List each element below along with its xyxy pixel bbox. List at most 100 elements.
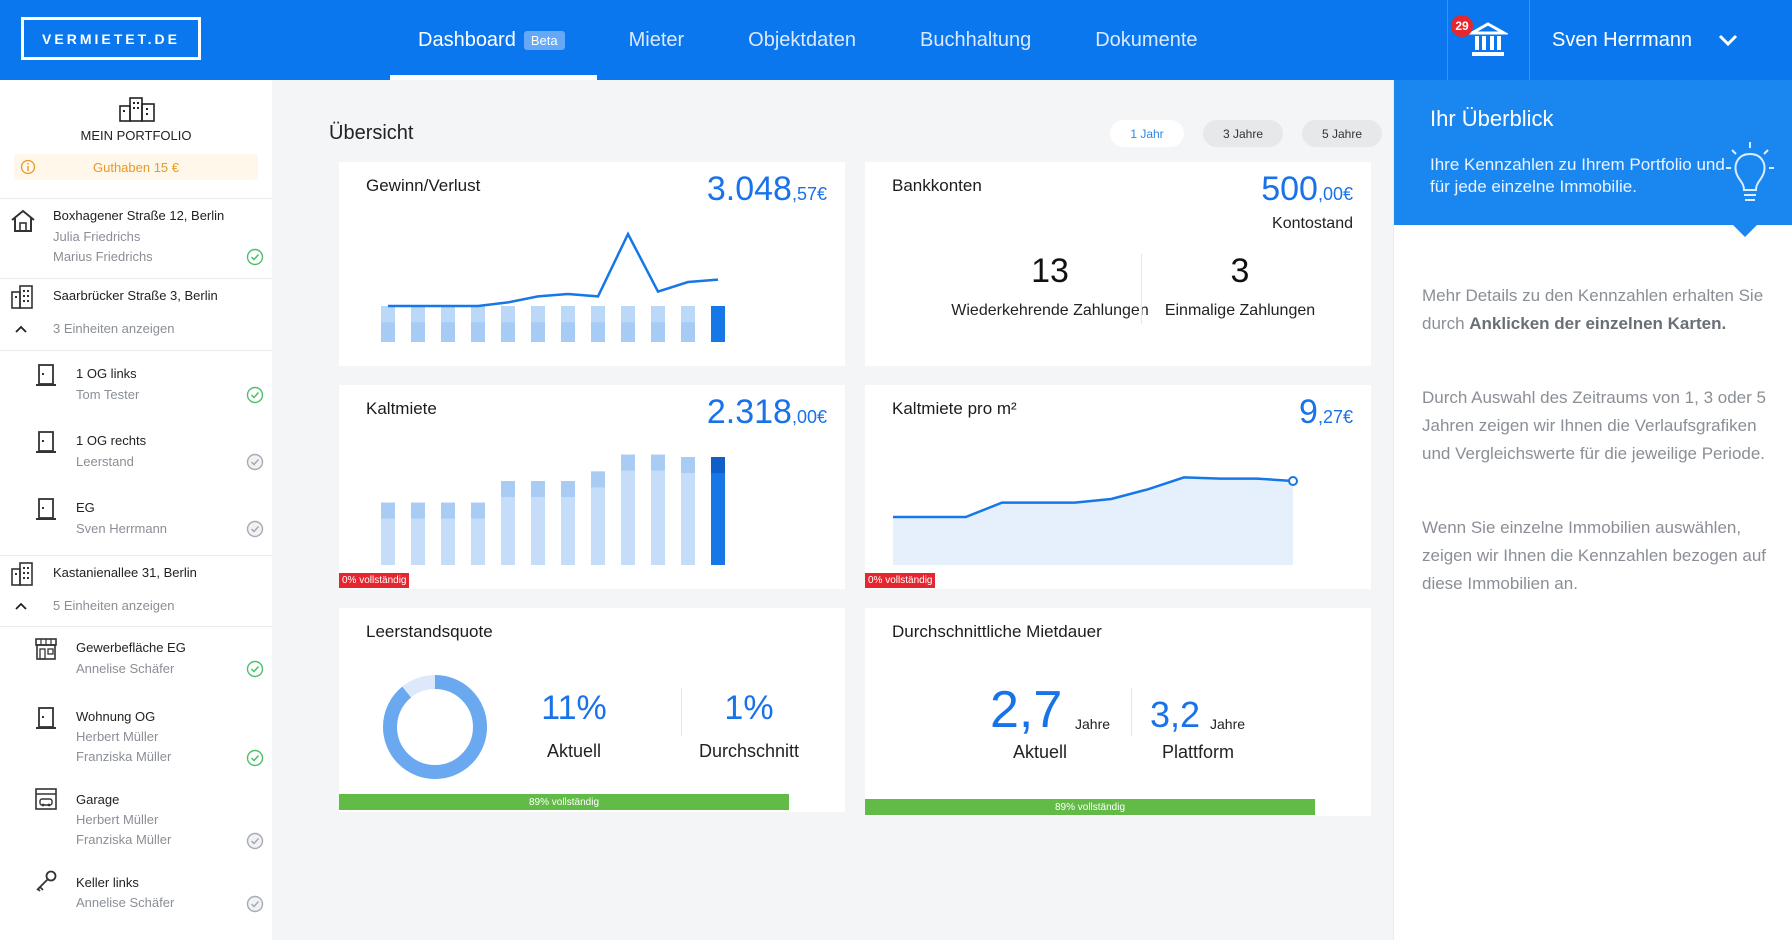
card-bankkonten[interactable]: Bankkonten 500,00€ Kontostand 13 Wiederk… [865,162,1371,366]
unit-gewerbeflaeche[interactable]: Gewerbefläche EG Annelise Schäfer [0,630,272,696]
divider [0,626,272,627]
chart-bar-cap [591,471,605,488]
kaltmiete-value: 2.318,00€ [707,393,827,432]
tenant-name: Franziska Müller [76,749,172,764]
kaltmiete-m2-value-dec: ,27€ [1317,407,1353,427]
chart-end-point [1288,476,1298,486]
recurring-label: Wiederkehrende Zahlungen [951,302,1149,319]
kaltmiete-value-int: 2.318 [706,393,792,431]
tenant-name: Leerstand [76,454,134,469]
portfolio-title[interactable]: MEIN PORTFOLIO [80,128,192,143]
unit-title: 1 OG links [76,366,137,381]
leerstand-current: 11% [541,689,607,727]
tenant-name: Annelise Schäfer [76,661,175,676]
unit-title: Gewerbefläche EG [76,640,186,655]
logo[interactable]: VERMIETET.DE [21,17,201,60]
range-1-year-button[interactable]: 1 Jahr [1110,120,1184,147]
divider [1141,254,1142,324]
overview-panel: Ihr Überblick Ihre Kennzahlen zu Ihrem P… [1393,80,1792,940]
unit-wohnung-og[interactable]: Wohnung OG Herbert Müller Franziska Müll… [0,697,272,779]
chart-bar-lower [381,322,395,342]
range-5-years-button[interactable]: 5 Jahre [1302,120,1382,147]
chart-bar-cap [441,502,455,519]
unit-title: Wohnung OG [76,709,156,724]
kaltmiete-chart [381,454,725,565]
tenant-name: Herbert Müller [76,812,159,827]
expand-units-toggle[interactable]: 5 Einheiten anzeigen [0,591,272,621]
card-kaltmiete[interactable]: Kaltmiete 2.318,00€ 0% vollständig [339,385,845,589]
leerstand-average-label: Durchschnitt [698,741,800,761]
unit-title: 1 OG rechts [76,433,147,448]
nav-objektdaten[interactable]: Objektdaten [748,28,857,51]
expand-units-toggle[interactable]: 3 Einheiten anzeigen [0,314,272,344]
page-title: Übersicht [329,122,414,144]
card-gewinn-verlust[interactable]: Gewinn/Verlust 3.048,57€ [339,162,845,366]
card-title: Bankkonten [892,176,982,195]
card-kaltmiete-m2[interactable]: Kaltmiete pro m² 9,27€ 0% vollständig [865,385,1371,589]
expand-units-label: 5 Einheiten anzeigen [53,598,175,613]
bank-value-int: 500 [1261,170,1318,208]
chart-bar [711,457,725,565]
property-boxhagener[interactable]: Boxhagener Straße 12, Berlin Julia Fried… [0,198,272,278]
kaltmiete-value-dec: ,00€ [791,407,827,427]
mietdauer-current-label: Aktuell [1012,742,1068,762]
shop-icon [35,638,57,660]
nav-dokumente[interactable]: Dokumente [1095,28,1198,51]
door-icon [36,498,56,520]
divider [0,350,272,351]
gewinn-chart [381,231,725,342]
chart-bar-lower [561,322,575,342]
bank-icon[interactable] [1468,20,1508,60]
unit-keller-links[interactable]: Keller links Annelise Schäfer [0,863,272,929]
property-kastanienallee[interactable]: Kastanienallee 31, Berlin [0,555,272,589]
overview-paragraph-3: Wenn Sie einzelne Immobilien auswählen, … [1422,518,1767,593]
portfolio-sidebar: MEIN PORTFOLIO Guthaben 15 € Boxhagener … [0,80,272,940]
check-circle-icon [246,660,264,678]
user-name[interactable]: Sven Herrmann [1552,28,1693,51]
chevron-up-icon [15,602,27,610]
gewinn-value-dec: ,57€ [791,184,827,204]
credit-box[interactable]: Guthaben 15 € [14,154,258,180]
property-title: Saarbrücker Straße 3, Berlin [53,288,218,303]
pending-circle-icon [246,895,264,913]
divider [0,555,272,556]
info-icon [20,159,36,175]
unit-eg[interactable]: EG Sven Herrmann [0,488,272,554]
chart-bar-lower [531,322,545,342]
property-title: Kastanienallee 31, Berlin [53,565,197,580]
nav-buchhaltung[interactable]: Buchhaltung [920,28,1032,51]
card-title: Durchschnittliche Mietdauer [892,622,1102,641]
unit-garage[interactable]: Garage Herbert Müller Franziska Müller [0,780,272,862]
chart-bar-lower [651,322,665,342]
chart-bar-lower [441,322,455,342]
chevron-up-icon [15,325,27,333]
chevron-down-icon[interactable] [1716,28,1740,52]
overview-paragraph-2: Durch Auswahl des Zeitraums von 1, 3 ode… [1422,388,1766,463]
card-leerstandsquote[interactable]: Leerstandsquote 11% Aktuell 1% Durchschn… [339,608,845,812]
card-title: Kaltmiete [366,399,437,418]
pending-circle-icon [246,520,264,538]
building-icon [11,562,33,586]
check-circle-icon [246,248,264,266]
nav-dashboard[interactable]: Dashboard Beta [390,0,597,80]
nav-mieter[interactable]: Mieter [628,28,685,51]
chart-bar [561,481,575,565]
buildings-icon [119,97,155,122]
range-3-years-button[interactable]: 3 Jahre [1203,120,1283,147]
card-mietdauer[interactable]: Durchschnittliche Mietdauer 2,7 Jahre Ak… [865,608,1371,816]
gewinn-value-int: 3.048 [706,170,792,208]
chart-bar [711,306,725,342]
unit-1og-links[interactable]: 1 OG links Tom Tester [0,354,272,420]
nav-dashboard-label: Dashboard [418,28,516,51]
topbar-divider [1529,0,1530,80]
chart-area [893,477,1293,565]
divider [0,278,272,279]
unit-title: EG [76,500,95,515]
property-saarbruecker[interactable]: Saarbrücker Straße 3, Berlin [0,278,272,312]
chart-bar [651,454,665,565]
overview-subtitle: Ihre Kennzahlen zu Ihrem Portfolio und f… [1430,155,1725,196]
unit-1og-rechts[interactable]: 1 OG rechts Leerstand [0,421,272,487]
chart-bar-lower [621,322,635,342]
mietdauer-platform-unit: Jahre [1210,716,1246,732]
bank-caption: Kontostand [1272,215,1353,232]
